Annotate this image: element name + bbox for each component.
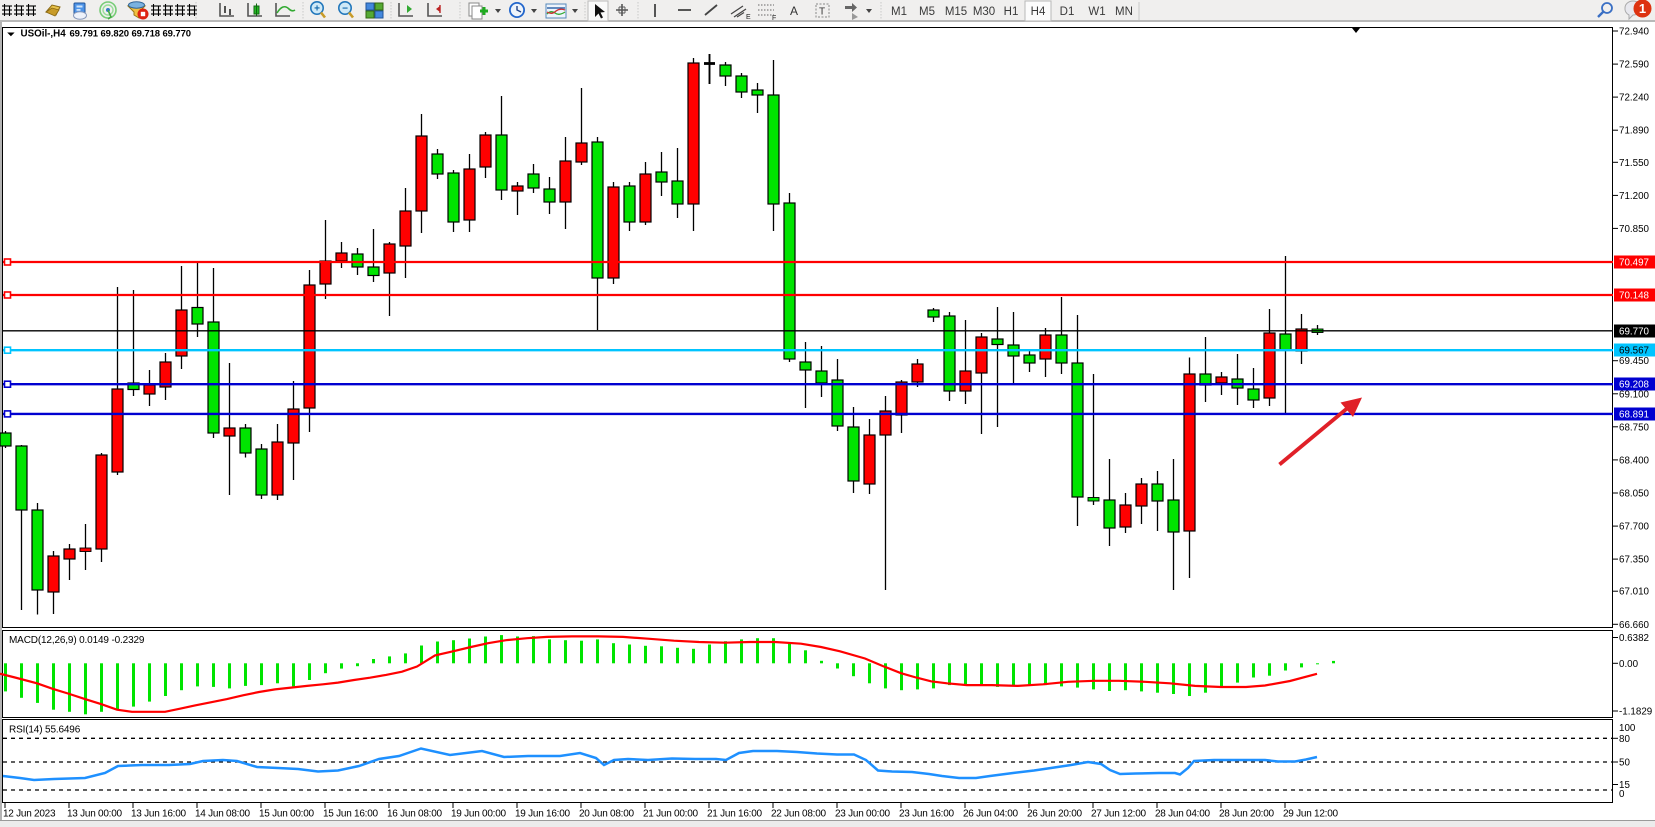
svg-text:13 Jun 00:00: 13 Jun 00:00	[67, 809, 123, 820]
svg-text:F: F	[772, 15, 776, 22]
svg-text:-1.1829: -1.1829	[1619, 707, 1652, 718]
svg-text:72.240: 72.240	[1619, 93, 1650, 104]
svg-text:RSI(14) 55.6496: RSI(14) 55.6496	[9, 725, 81, 736]
svg-text:100: 100	[1619, 723, 1636, 734]
svg-text:20 Jun 08:00: 20 Jun 08:00	[579, 809, 635, 820]
svg-text:E: E	[746, 14, 751, 21]
svg-text:67.350: 67.350	[1619, 555, 1650, 566]
svg-text:27 Jun 12:00: 27 Jun 12:00	[1091, 809, 1147, 820]
svg-text:A: A	[790, 4, 798, 18]
svg-text:H1: H1	[1004, 6, 1019, 18]
svg-text:71.200: 71.200	[1619, 191, 1650, 202]
svg-text:M30: M30	[973, 6, 995, 18]
svg-text:M5: M5	[919, 6, 935, 18]
svg-text:0: 0	[1619, 789, 1625, 800]
svg-text:−: −	[342, 4, 348, 15]
svg-text:72.940: 72.940	[1619, 27, 1650, 38]
svg-text:71.890: 71.890	[1619, 126, 1650, 137]
svg-text:67.700: 67.700	[1619, 522, 1650, 533]
svg-text:26 Jun 04:00: 26 Jun 04:00	[963, 809, 1019, 820]
svg-text:H4: H4	[1031, 6, 1046, 18]
svg-text:MN: MN	[1115, 6, 1133, 18]
svg-text:0.6382: 0.6382	[1619, 633, 1649, 644]
svg-text:69.791 69.820 69.718 69.770: 69.791 69.820 69.718 69.770	[70, 29, 191, 40]
svg-text:15: 15	[1619, 780, 1630, 791]
svg-text:69.208: 69.208	[1619, 380, 1650, 391]
svg-text:23 Jun 00:00: 23 Jun 00:00	[835, 809, 891, 820]
svg-text:16 Jun 08:00: 16 Jun 08:00	[387, 809, 443, 820]
svg-text:29 Jun 12:00: 29 Jun 12:00	[1283, 809, 1339, 820]
svg-text:15 Jun 00:00: 15 Jun 00:00	[259, 809, 315, 820]
svg-text:67.010: 67.010	[1619, 587, 1650, 598]
svg-text:68.750: 68.750	[1619, 422, 1650, 433]
svg-text:66.660: 66.660	[1619, 620, 1650, 631]
svg-text:72.590: 72.590	[1619, 60, 1650, 71]
svg-text:68.400: 68.400	[1619, 455, 1650, 466]
svg-text:MACD(12,26,9) 0.0149 -0.2329: MACD(12,26,9) 0.0149 -0.2329	[9, 635, 145, 646]
svg-text:21 Jun 00:00: 21 Jun 00:00	[643, 809, 699, 820]
svg-text:28 Jun 20:00: 28 Jun 20:00	[1219, 809, 1275, 820]
svg-text:26 Jun 20:00: 26 Jun 20:00	[1027, 809, 1083, 820]
svg-text:USOil-,H4: USOil-,H4	[21, 29, 67, 40]
svg-text:69.770: 69.770	[1619, 327, 1650, 338]
svg-text:M1: M1	[891, 6, 907, 18]
svg-text:71.550: 71.550	[1619, 158, 1650, 169]
svg-text:80: 80	[1619, 734, 1630, 745]
svg-text:D1: D1	[1060, 6, 1075, 18]
svg-text:69.100: 69.100	[1619, 389, 1650, 400]
svg-text:0.00: 0.00	[1619, 659, 1639, 670]
svg-text:68.891: 68.891	[1619, 410, 1649, 421]
svg-text:22 Jun 08:00: 22 Jun 08:00	[771, 809, 827, 820]
svg-text:19 Jun 16:00: 19 Jun 16:00	[515, 809, 571, 820]
svg-text:23 Jun 16:00: 23 Jun 16:00	[899, 809, 955, 820]
svg-text:70.148: 70.148	[1619, 291, 1650, 302]
svg-text:69.450: 69.450	[1619, 356, 1650, 367]
svg-text:W1: W1	[1088, 6, 1105, 18]
svg-text:70.850: 70.850	[1619, 224, 1650, 235]
svg-text:28 Jun 04:00: 28 Jun 04:00	[1155, 809, 1211, 820]
svg-text:14 Jun 08:00: 14 Jun 08:00	[195, 809, 251, 820]
svg-text:12 Jun 2023: 12 Jun 2023	[3, 809, 56, 820]
svg-text:70.497: 70.497	[1619, 258, 1649, 269]
svg-text:+: +	[314, 4, 320, 15]
svg-text:1: 1	[1639, 1, 1646, 16]
svg-text:19 Jun 00:00: 19 Jun 00:00	[451, 809, 507, 820]
svg-text:69.567: 69.567	[1619, 346, 1649, 357]
svg-text:M15: M15	[945, 6, 967, 18]
svg-text:50: 50	[1619, 758, 1630, 769]
svg-text:13 Jun 16:00: 13 Jun 16:00	[131, 809, 187, 820]
svg-text:T: T	[819, 7, 825, 18]
svg-text:68.050: 68.050	[1619, 489, 1650, 500]
svg-text:21 Jun 16:00: 21 Jun 16:00	[707, 809, 763, 820]
svg-text:15 Jun 16:00: 15 Jun 16:00	[323, 809, 379, 820]
